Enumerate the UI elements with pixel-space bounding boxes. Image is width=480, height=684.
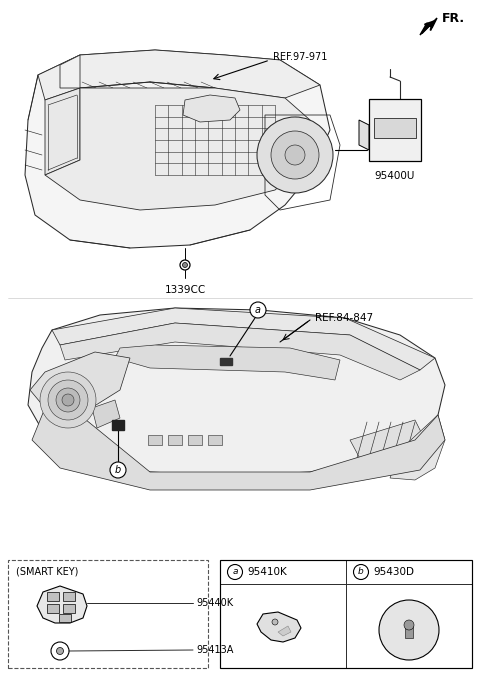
- Polygon shape: [25, 50, 330, 248]
- Circle shape: [404, 620, 414, 630]
- Text: b: b: [358, 568, 364, 577]
- Text: b: b: [115, 465, 121, 475]
- Circle shape: [228, 564, 242, 579]
- Circle shape: [51, 642, 69, 660]
- Polygon shape: [28, 308, 445, 476]
- Text: 95440K: 95440K: [196, 598, 233, 608]
- Bar: [47, 604, 59, 613]
- Circle shape: [180, 260, 190, 270]
- Polygon shape: [390, 415, 445, 480]
- Circle shape: [110, 462, 126, 478]
- Polygon shape: [60, 323, 420, 380]
- Polygon shape: [60, 55, 80, 88]
- Bar: [208, 435, 222, 445]
- Text: (SMART KEY): (SMART KEY): [16, 567, 78, 577]
- Circle shape: [182, 263, 188, 267]
- Bar: [47, 592, 59, 601]
- Text: 95430D: 95430D: [373, 567, 414, 577]
- Circle shape: [257, 117, 333, 193]
- Bar: [63, 592, 75, 601]
- Polygon shape: [52, 308, 435, 370]
- Polygon shape: [32, 408, 445, 490]
- Polygon shape: [278, 626, 291, 636]
- Bar: [63, 604, 75, 613]
- Circle shape: [250, 302, 266, 318]
- Text: REF.84-847: REF.84-847: [315, 313, 373, 323]
- Polygon shape: [183, 95, 240, 122]
- Polygon shape: [45, 88, 310, 210]
- Circle shape: [385, 606, 433, 654]
- Polygon shape: [30, 352, 130, 415]
- Text: 95413A: 95413A: [196, 645, 233, 655]
- Text: 95410K: 95410K: [247, 567, 287, 577]
- Circle shape: [353, 564, 369, 579]
- Circle shape: [40, 372, 96, 428]
- Circle shape: [285, 145, 305, 165]
- Bar: [220, 560, 472, 668]
- Polygon shape: [420, 18, 437, 35]
- Circle shape: [379, 600, 439, 660]
- Circle shape: [271, 131, 319, 179]
- Polygon shape: [37, 586, 87, 623]
- Polygon shape: [45, 88, 80, 175]
- Polygon shape: [257, 612, 301, 642]
- Text: 95400U: 95400U: [375, 171, 415, 181]
- Circle shape: [57, 648, 63, 655]
- Polygon shape: [38, 50, 320, 100]
- Polygon shape: [112, 420, 124, 430]
- Text: FR.: FR.: [442, 12, 465, 25]
- Circle shape: [48, 380, 88, 420]
- Circle shape: [401, 622, 417, 638]
- Polygon shape: [92, 400, 120, 428]
- Bar: [374, 118, 416, 138]
- Polygon shape: [359, 120, 369, 150]
- Bar: [168, 435, 182, 445]
- Bar: [405, 626, 413, 638]
- Text: REF.97-971: REF.97-971: [273, 52, 327, 62]
- Circle shape: [62, 394, 74, 406]
- Polygon shape: [220, 358, 232, 365]
- FancyBboxPatch shape: [369, 99, 421, 161]
- Bar: [188, 435, 202, 445]
- Text: a: a: [255, 305, 261, 315]
- Polygon shape: [350, 420, 430, 468]
- Text: a: a: [232, 568, 238, 577]
- Circle shape: [393, 614, 425, 646]
- Circle shape: [272, 619, 278, 625]
- Bar: [59, 614, 71, 622]
- Bar: [148, 435, 162, 445]
- Polygon shape: [115, 345, 340, 380]
- Text: 1339CC: 1339CC: [164, 285, 205, 295]
- Circle shape: [56, 388, 80, 412]
